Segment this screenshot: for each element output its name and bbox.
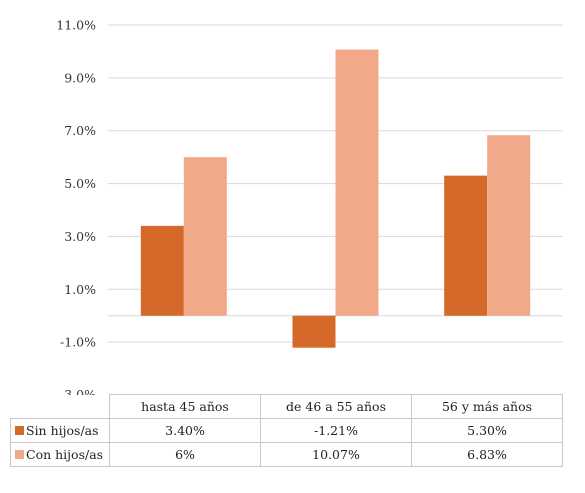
bar-sin-hijos xyxy=(444,175,488,316)
bar-chart: 11.0% 9.0% 7.0% 5.0% 3.0% 1.0% -1.0% -3.0% xyxy=(56,18,563,396)
y-tick-label: 5.0% xyxy=(64,176,96,191)
bar-sin-hijos xyxy=(140,225,184,316)
series-name: Con hijos/as xyxy=(26,447,104,462)
y-axis: 11.0% 9.0% 7.0% 5.0% 3.0% 1.0% -1.0% -3.0% xyxy=(56,18,96,396)
bar-sin-hijos xyxy=(292,315,336,348)
table-row: Con hijos/as 6% 10.07% 6.83% xyxy=(10,442,563,467)
data-cell: -1.21% xyxy=(260,418,412,443)
legend-key-con-hijos xyxy=(15,450,24,459)
legend-entry: Sin hijos/as xyxy=(10,418,110,443)
legend-key-sin-hijos xyxy=(15,426,24,435)
bar-con-hijos xyxy=(335,49,379,316)
category-header: de 46 a 55 años xyxy=(260,394,412,419)
bar-con-hijos xyxy=(183,157,227,316)
y-tick-label: 11.0% xyxy=(56,18,96,33)
data-cell: 5.30% xyxy=(411,418,563,443)
bars xyxy=(140,49,531,348)
bar-con-hijos xyxy=(487,135,531,316)
data-cell: 6.83% xyxy=(411,442,563,467)
category-header: hasta 45 años xyxy=(109,394,261,419)
legend-entry: Con hijos/as xyxy=(10,442,110,467)
y-tick-label: 7.0% xyxy=(64,123,96,138)
y-tick-label: 9.0% xyxy=(64,70,96,85)
data-table: hasta 45 años de 46 a 55 años 56 y más a… xyxy=(10,394,563,467)
y-tick-label: 1.0% xyxy=(64,282,96,297)
data-cell: 6% xyxy=(109,442,261,467)
y-tick-label: 3.0% xyxy=(64,229,96,244)
table-corner xyxy=(10,394,110,419)
category-header: 56 y más años xyxy=(411,394,563,419)
data-cell: 3.40% xyxy=(109,418,261,443)
series-name: Sin hijos/as xyxy=(26,423,99,438)
table-row: Sin hijos/as 3.40% -1.21% 5.30% xyxy=(10,418,563,443)
data-cell: 10.07% xyxy=(260,442,412,467)
table-header-row: hasta 45 años de 46 a 55 años 56 y más a… xyxy=(10,394,563,419)
y-tick-label: -1.0% xyxy=(60,335,96,350)
y-tick-label: -3.0% xyxy=(60,387,96,395)
